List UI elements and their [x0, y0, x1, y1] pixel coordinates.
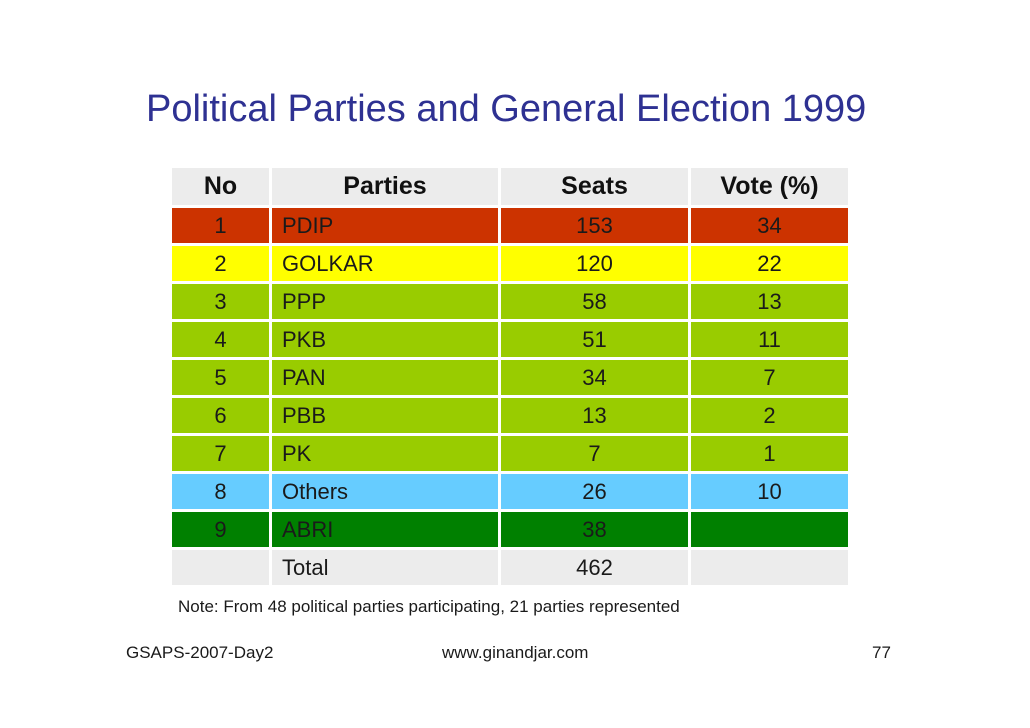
column-header-no: No — [172, 168, 269, 205]
table-header-row: No Parties Seats Vote (%) — [172, 168, 848, 205]
seats-cell: 26 — [501, 474, 688, 509]
table-row: 9 ABRI 38 — [172, 512, 848, 547]
table-row: 8 Others 26 10 — [172, 474, 848, 509]
vote-cell: 22 — [691, 246, 848, 281]
column-header-seats: Seats — [501, 168, 688, 205]
table-row: 3 PPP 58 13 — [172, 284, 848, 319]
no-cell: 6 — [172, 398, 269, 433]
seats-cell: 153 — [501, 208, 688, 243]
election-results-table: No Parties Seats Vote (%) 1 PDIP 153 34 2 GOL… — [169, 165, 851, 588]
party-cell: ABRI — [272, 512, 498, 547]
table-row: 2 GOLKAR 120 22 — [172, 246, 848, 281]
vote-cell: 13 — [691, 284, 848, 319]
no-cell: 1 — [172, 208, 269, 243]
seats-cell: 120 — [501, 246, 688, 281]
vote-cell: 10 — [691, 474, 848, 509]
no-cell: 2 — [172, 246, 269, 281]
footer-course-label: GSAPS-2007-Day2 — [126, 643, 274, 662]
table-row: 7 PK 7 1 — [172, 436, 848, 471]
column-header-vote: Vote (%) — [691, 168, 848, 205]
total-label-cell: Total — [272, 550, 498, 585]
party-cell: PKB — [272, 322, 498, 357]
party-cell: PK — [272, 436, 498, 471]
seats-cell: 13 — [501, 398, 688, 433]
table-row: 5 PAN 34 7 — [172, 360, 848, 395]
table-row: 1 PDIP 153 34 — [172, 208, 848, 243]
total-seats-cell: 462 — [501, 550, 688, 585]
party-cell: PBB — [272, 398, 498, 433]
party-cell: PAN — [272, 360, 498, 395]
party-cell: GOLKAR — [272, 246, 498, 281]
seats-cell: 51 — [501, 322, 688, 357]
party-cell: Others — [272, 474, 498, 509]
footer-page-number: 77 — [872, 643, 891, 662]
no-cell: 4 — [172, 322, 269, 357]
vote-cell: 34 — [691, 208, 848, 243]
vote-cell: 2 — [691, 398, 848, 433]
seats-cell: 58 — [501, 284, 688, 319]
party-cell: PDIP — [272, 208, 498, 243]
seats-cell: 7 — [501, 436, 688, 471]
slide-title: Political Parties and General Election 1… — [146, 88, 867, 130]
no-cell: 3 — [172, 284, 269, 319]
table-total-row: Total 462 — [172, 550, 848, 585]
no-cell: 9 — [172, 512, 269, 547]
vote-cell: 7 — [691, 360, 848, 395]
column-header-parties: Parties — [272, 168, 498, 205]
seats-cell: 34 — [501, 360, 688, 395]
vote-cell: 1 — [691, 436, 848, 471]
table-row: 6 PBB 13 2 — [172, 398, 848, 433]
table-note: Note: From 48 political parties particip… — [178, 597, 680, 616]
table-row: 4 PKB 51 11 — [172, 322, 848, 357]
no-cell: 8 — [172, 474, 269, 509]
no-cell: 7 — [172, 436, 269, 471]
vote-cell — [691, 512, 848, 547]
party-cell: PPP — [272, 284, 498, 319]
total-no-cell — [172, 550, 269, 585]
no-cell: 5 — [172, 360, 269, 395]
footer-website: www.ginandjar.com — [442, 643, 589, 662]
vote-cell: 11 — [691, 322, 848, 357]
total-vote-cell — [691, 550, 848, 585]
seats-cell: 38 — [501, 512, 688, 547]
